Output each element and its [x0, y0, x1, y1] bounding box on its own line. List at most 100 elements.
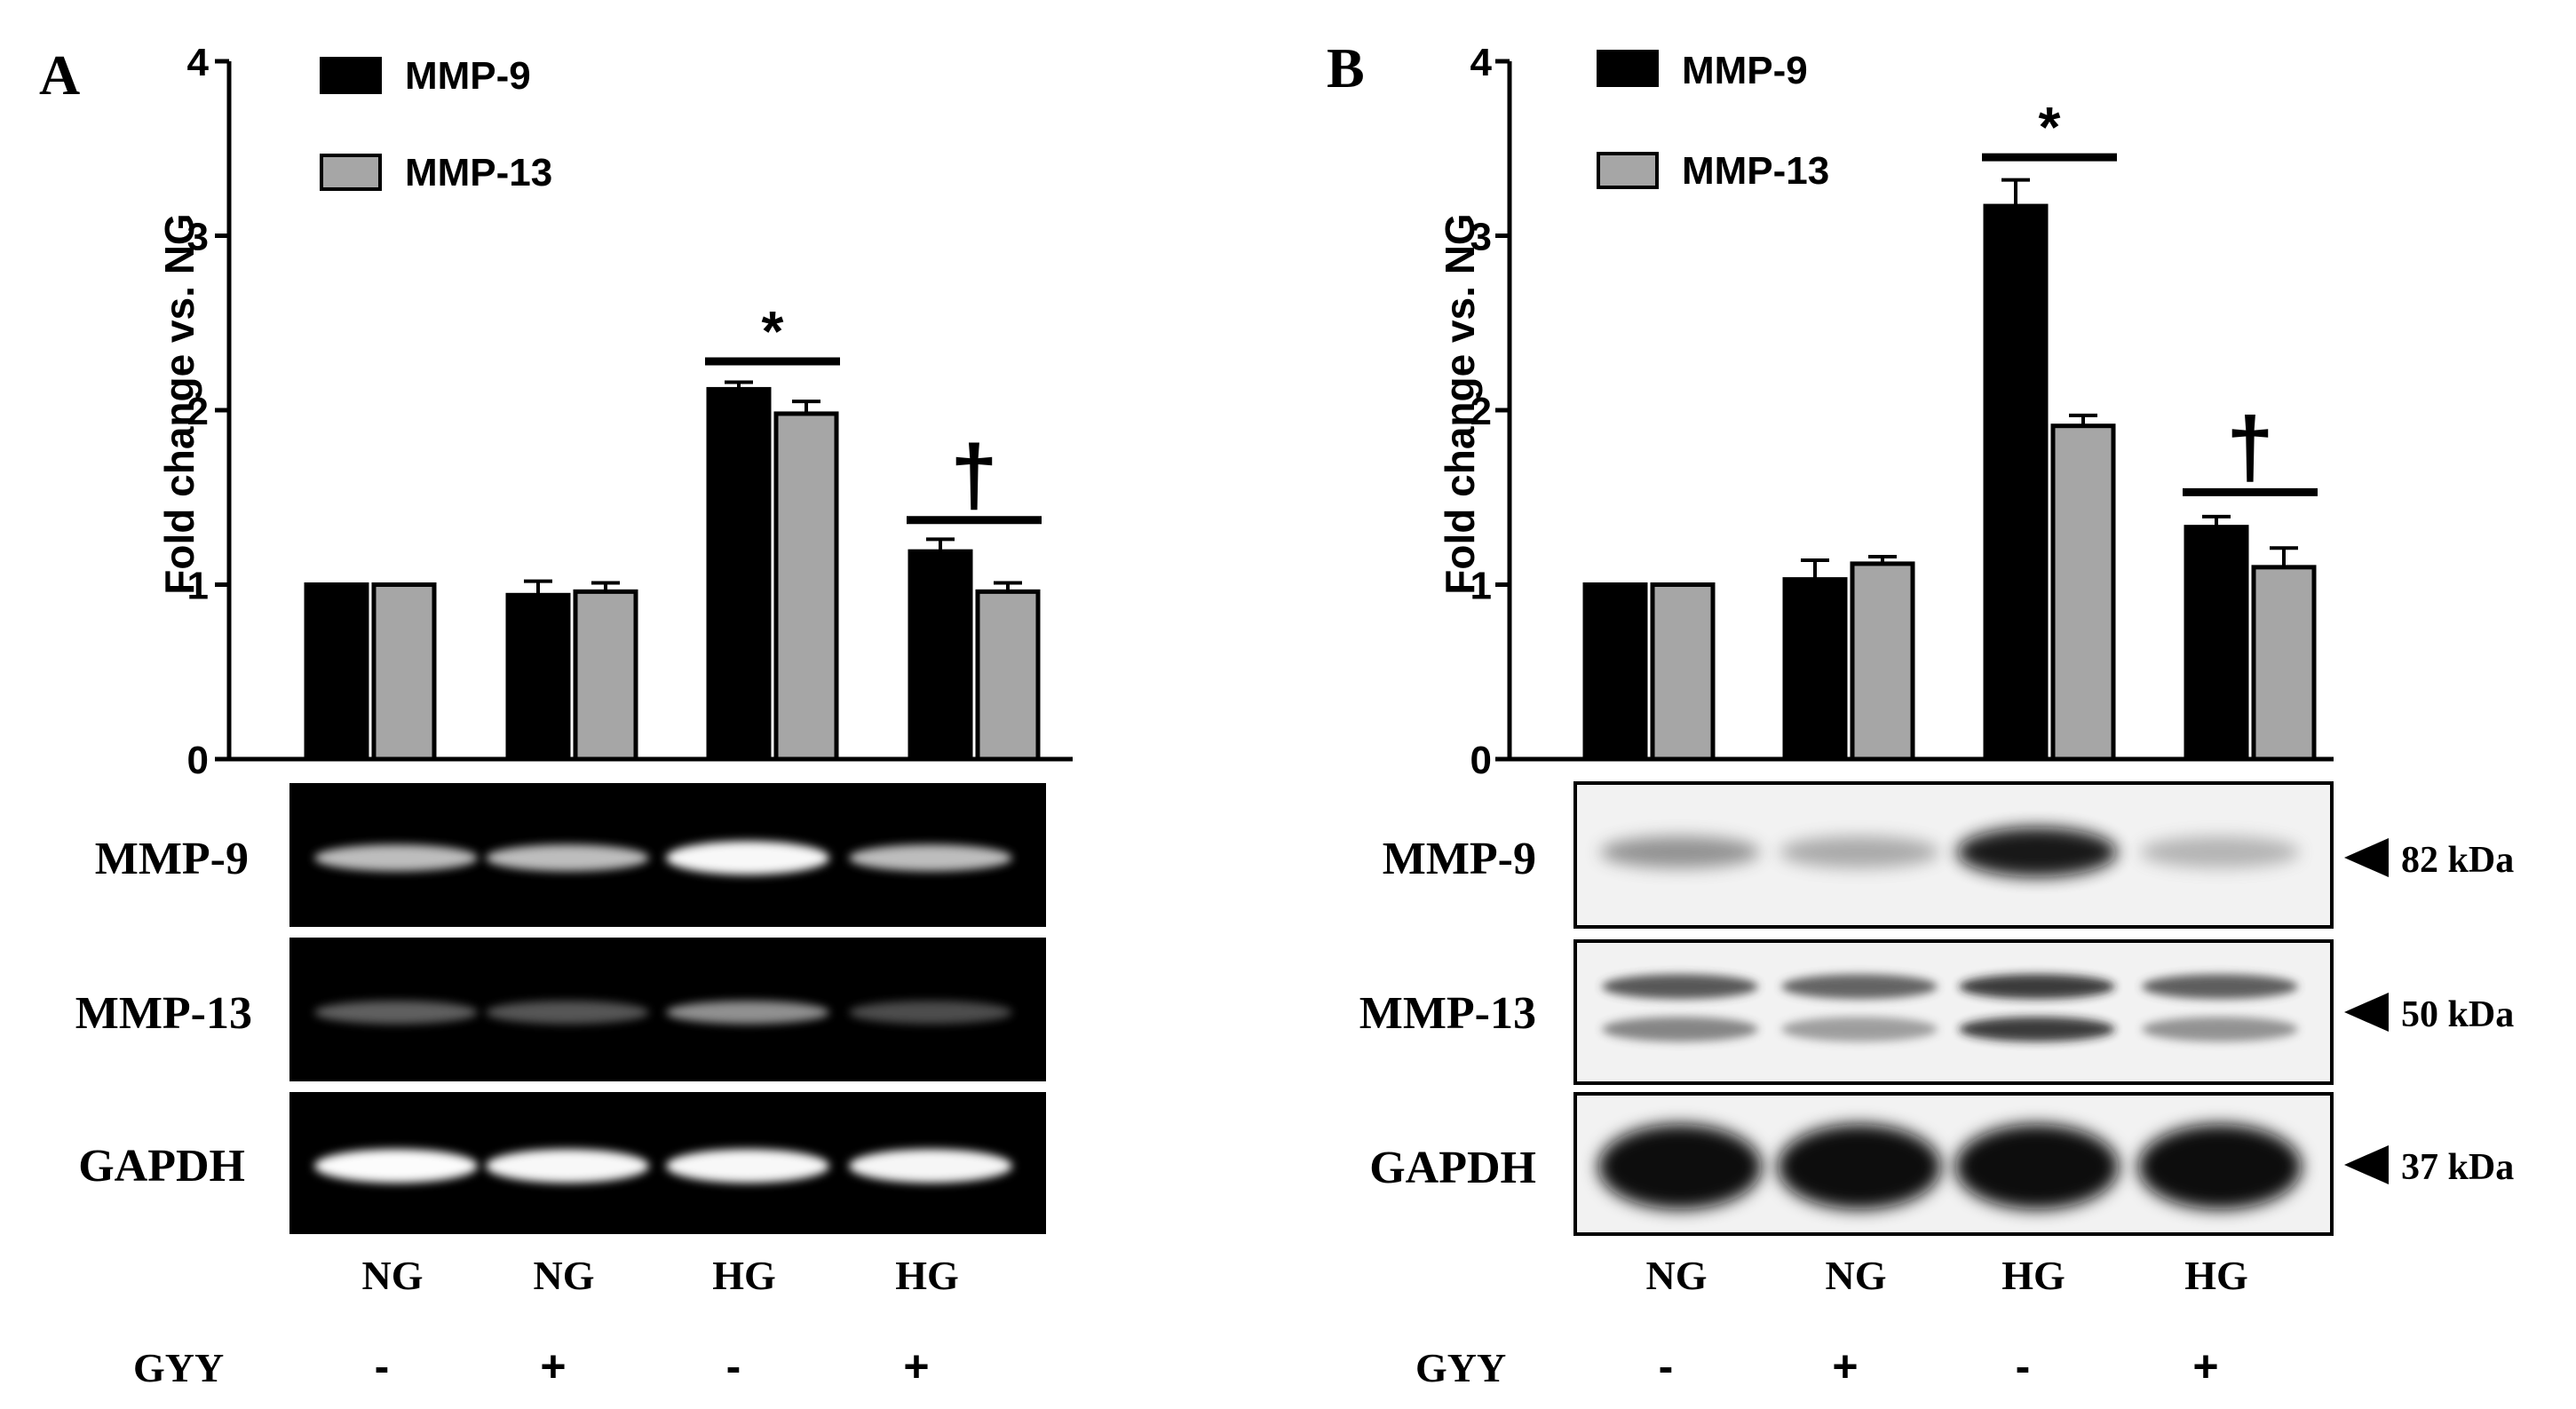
bar-mmp13-0 — [1650, 582, 1716, 762]
panel-b-blot-labels: MMP-9 MMP-13 GAPDH — [1359, 834, 1536, 1193]
panel-b-lane-labels: NG - NG + HG - HG + — [1646, 1253, 2248, 1391]
panel-a-y-axis: 0 1 2 3 4 — [187, 41, 1073, 782]
panel-a-blot-images — [289, 783, 1046, 1234]
y-tick-label: 1 — [187, 565, 209, 608]
arrow-left-icon — [2344, 838, 2389, 877]
blot-band — [1779, 835, 1939, 868]
y-tick-label: 2 — [187, 390, 209, 433]
gel-band — [849, 844, 1012, 872]
blot-band — [1955, 1124, 2119, 1210]
legend-label-mmp13: MMP-13 — [405, 151, 552, 194]
panel-b-legend: MMP-9 MMP-13 — [1597, 49, 1829, 193]
gel-band — [666, 841, 829, 875]
bar-mmp9-2 — [706, 386, 772, 762]
panel-b-blot-images — [1573, 781, 2334, 1236]
y-tick-label: 3 — [1470, 216, 1492, 259]
legend-swatch-mmp13 — [1597, 152, 1659, 189]
bar-mmp13-3 — [975, 589, 1041, 762]
y-tick-label: 4 — [1470, 41, 1493, 84]
panel-b-significance: *† — [1982, 95, 2318, 496]
lane-label-hg: HG — [2184, 1253, 2248, 1298]
gel-band — [314, 1001, 478, 1025]
panel-b-error-bars — [1801, 178, 2298, 580]
y-tick-label: 0 — [1470, 739, 1492, 782]
bar-mmp9-3 — [2184, 525, 2249, 762]
panel-a-error-bars — [524, 380, 1022, 596]
gel-band — [849, 1001, 1012, 1025]
panel-b-label: B — [1327, 36, 1365, 99]
blot-band-upper — [1959, 974, 2115, 1000]
y-tick-label: 0 — [187, 739, 209, 782]
lane-label-ng: NG — [1826, 1253, 1887, 1298]
bar-mmp9-0 — [304, 582, 369, 762]
legend-swatch-mmp9 — [320, 57, 382, 94]
bar-mmp9-0 — [1582, 582, 1648, 762]
blot-band — [2138, 1124, 2302, 1210]
blot-band-upper — [1602, 974, 1758, 1000]
y-tick-label: 2 — [1470, 390, 1492, 433]
gel-band — [666, 1001, 829, 1025]
panel-a-label: A — [39, 44, 80, 107]
treatment-plus: + — [540, 1342, 566, 1391]
blot-label-mmp9: MMP-9 — [1383, 834, 1536, 884]
bar-mmp9-3 — [908, 549, 973, 762]
lane-label-ng: NG — [534, 1253, 595, 1298]
bar-mmp13-2 — [2050, 423, 2116, 762]
marker-50kda: 50 kDa — [2401, 994, 2514, 1035]
bar-mmp9-1 — [1782, 577, 1848, 762]
gel-band — [314, 844, 478, 872]
bar-mmp9-2 — [1983, 203, 2049, 762]
gel-band — [486, 844, 649, 872]
y-tick-label: 1 — [1470, 565, 1492, 608]
treatment-minus: - — [375, 1342, 390, 1391]
blot-label-gapdh: GAPDH — [78, 1141, 245, 1191]
panel-a-blot-labels: MMP-9 MMP-13 GAPDH — [75, 834, 252, 1191]
lane-label-hg: HG — [895, 1253, 959, 1298]
panel-a-bands — [314, 841, 1012, 1183]
blot-label-mmp13: MMP-13 — [1359, 988, 1536, 1039]
blot-band — [1600, 835, 1760, 868]
marker-82kda: 82 kDa — [2401, 840, 2514, 881]
panel-a-bars — [304, 386, 1041, 762]
blot-label-gapdh: GAPDH — [1369, 1143, 1536, 1193]
gel-band — [486, 1149, 649, 1183]
bar-mmp13-3 — [2251, 565, 2317, 762]
blot-label-mmp9: MMP-9 — [95, 834, 249, 884]
significance-asterisk: * — [762, 299, 784, 363]
bar-mmp13-0 — [371, 582, 437, 762]
significance-dagger: † — [950, 428, 997, 523]
blot-band-lower — [2142, 1017, 2298, 1042]
lane-label-hg: HG — [2001, 1253, 2065, 1298]
lane-label-ng: NG — [362, 1253, 424, 1298]
blot-band-lower — [1602, 1017, 1758, 1042]
significance-dagger: † — [2226, 400, 2273, 495]
y-tick-label: 4 — [187, 41, 210, 84]
legend-label-mmp9: MMP-9 — [1682, 49, 1808, 92]
treatment-minus: - — [726, 1342, 741, 1391]
legend-label-mmp13: MMP-13 — [1682, 149, 1829, 193]
bar-mmp13-2 — [773, 411, 839, 762]
panel-a-treatment-label: GYY — [133, 1345, 224, 1390]
blot-mmp13 — [1573, 939, 2334, 1085]
panel-b-y-axis: 0 1 2 3 4 — [1470, 41, 2334, 782]
treatment-plus: + — [2192, 1342, 2218, 1391]
legend-swatch-mmp9 — [1597, 50, 1659, 87]
panel-a-legend: MMP-9 MMP-13 — [320, 54, 552, 194]
panel-b-bands — [1598, 827, 2302, 1210]
blot-label-mmp13: MMP-13 — [75, 988, 252, 1039]
blot-band — [1778, 1124, 1941, 1210]
treatment-plus: + — [903, 1342, 929, 1391]
lane-label-hg: HG — [712, 1253, 776, 1298]
arrow-left-icon — [2344, 1145, 2389, 1184]
significance-asterisk: * — [2039, 95, 2061, 159]
marker-37kda: 37 kDa — [2401, 1147, 2514, 1188]
y-tick-label: 3 — [187, 216, 209, 259]
blot-band — [1957, 827, 2117, 877]
blot-band — [1598, 1124, 1762, 1210]
bar-mmp13-1 — [573, 589, 638, 762]
panel-a-significance: *† — [705, 299, 1042, 525]
blot-band-upper — [1781, 974, 1938, 1000]
treatment-minus: - — [1659, 1342, 1674, 1391]
